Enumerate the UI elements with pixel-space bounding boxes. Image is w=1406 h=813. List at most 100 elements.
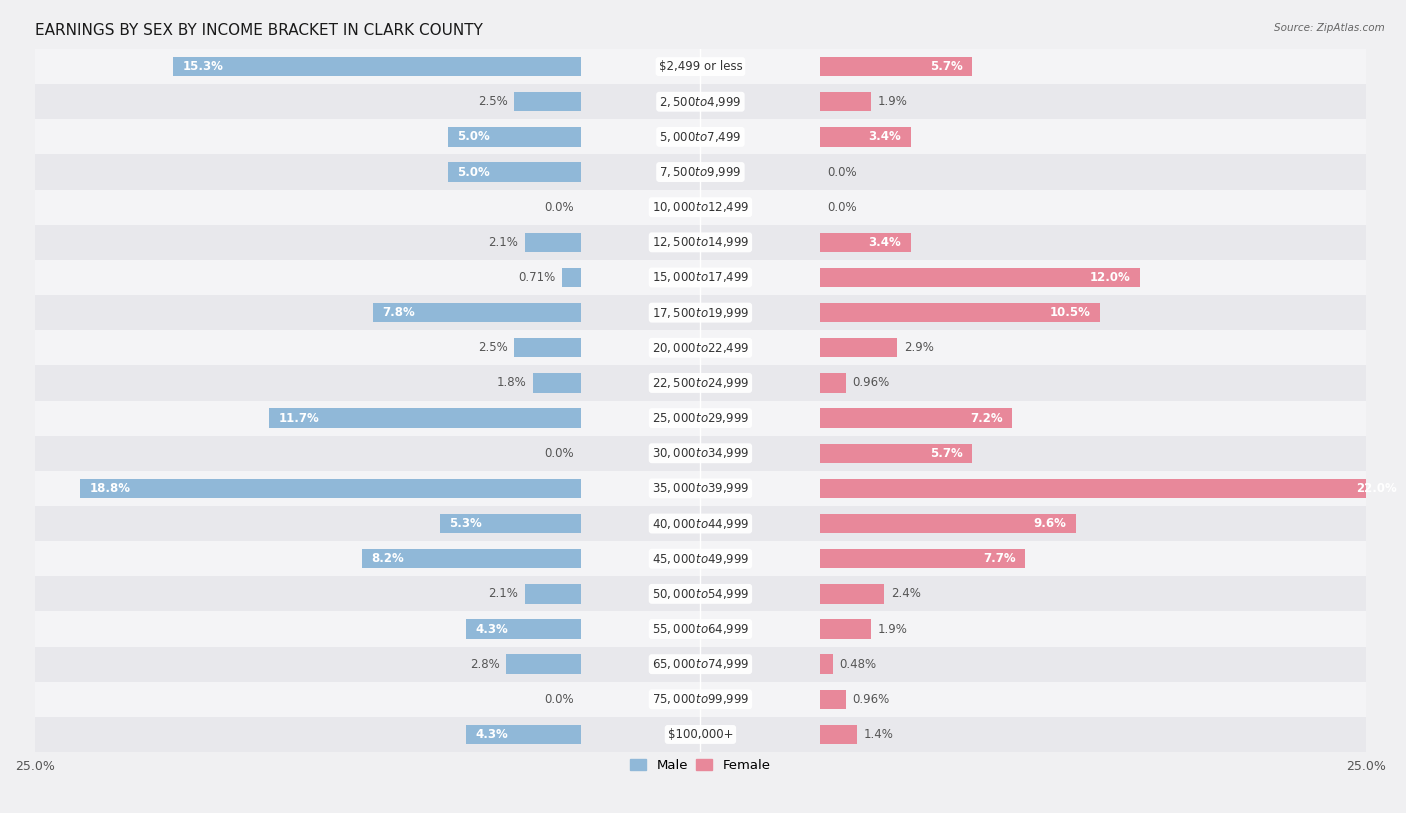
Text: 5.0%: 5.0% (457, 166, 489, 179)
Text: $25,000 to $29,999: $25,000 to $29,999 (652, 411, 749, 425)
Text: 7.2%: 7.2% (970, 411, 1002, 424)
Text: 0.0%: 0.0% (827, 201, 856, 214)
Text: 0.0%: 0.0% (827, 166, 856, 179)
Text: $17,500 to $19,999: $17,500 to $19,999 (652, 306, 749, 320)
Bar (467, 725, 581, 744)
Text: 1.8%: 1.8% (496, 376, 526, 389)
Text: 0.0%: 0.0% (544, 447, 574, 460)
Text: 10.5%: 10.5% (1049, 307, 1091, 320)
Text: 7.7%: 7.7% (983, 552, 1017, 565)
Text: 0.71%: 0.71% (517, 271, 555, 284)
Text: 1.9%: 1.9% (877, 95, 907, 108)
Bar (35, 189, 1367, 224)
Bar (440, 514, 581, 533)
Bar (35, 541, 1367, 576)
Text: $15,000 to $17,499: $15,000 to $17,499 (652, 271, 749, 285)
Bar (363, 549, 581, 568)
Text: 5.7%: 5.7% (929, 447, 963, 460)
Text: $10,000 to $12,499: $10,000 to $12,499 (652, 200, 749, 214)
Bar (447, 127, 581, 146)
Text: Source: ZipAtlas.com: Source: ZipAtlas.com (1274, 23, 1385, 33)
Bar (35, 401, 1367, 436)
Text: 12.0%: 12.0% (1090, 271, 1130, 284)
Text: $20,000 to $22,499: $20,000 to $22,499 (652, 341, 749, 354)
Bar (820, 725, 858, 744)
Text: 2.5%: 2.5% (478, 341, 508, 354)
Text: $40,000 to $44,999: $40,000 to $44,999 (652, 516, 749, 531)
Text: $65,000 to $74,999: $65,000 to $74,999 (652, 657, 749, 672)
Text: 2.4%: 2.4% (891, 587, 921, 600)
Text: 3.4%: 3.4% (869, 236, 901, 249)
Text: 2.1%: 2.1% (488, 236, 517, 249)
Bar (80, 479, 581, 498)
Text: 1.4%: 1.4% (865, 728, 894, 741)
Bar (35, 611, 1367, 646)
Bar (820, 233, 911, 252)
Text: $35,000 to $39,999: $35,000 to $39,999 (652, 481, 749, 495)
Bar (173, 57, 581, 76)
Text: 22.0%: 22.0% (1355, 482, 1396, 495)
Text: 8.2%: 8.2% (371, 552, 405, 565)
Bar (35, 471, 1367, 506)
Text: $100,000+: $100,000+ (668, 728, 733, 741)
Bar (35, 49, 1367, 85)
Bar (515, 338, 581, 358)
Bar (467, 620, 581, 639)
Bar (447, 163, 581, 182)
Text: 15.3%: 15.3% (183, 60, 224, 73)
Bar (820, 127, 911, 146)
Text: 0.96%: 0.96% (852, 693, 890, 706)
Text: 2.9%: 2.9% (904, 341, 934, 354)
Text: $7,500 to $9,999: $7,500 to $9,999 (659, 165, 742, 179)
Text: $5,000 to $7,499: $5,000 to $7,499 (659, 130, 742, 144)
Text: 5.3%: 5.3% (449, 517, 482, 530)
Bar (820, 689, 846, 709)
Bar (524, 233, 581, 252)
Bar (35, 717, 1367, 752)
Bar (820, 57, 972, 76)
Text: 4.3%: 4.3% (475, 728, 508, 741)
Bar (35, 85, 1367, 120)
Text: 18.8%: 18.8% (90, 482, 131, 495)
Text: 3.4%: 3.4% (869, 130, 901, 143)
Text: $12,500 to $14,999: $12,500 to $14,999 (652, 235, 749, 250)
Bar (35, 436, 1367, 471)
Bar (35, 330, 1367, 365)
Text: $45,000 to $49,999: $45,000 to $49,999 (652, 552, 749, 566)
Bar (820, 338, 897, 358)
Bar (533, 373, 581, 393)
Text: 2.5%: 2.5% (478, 95, 508, 108)
Text: $50,000 to $54,999: $50,000 to $54,999 (652, 587, 749, 601)
Text: 4.3%: 4.3% (475, 623, 508, 636)
Text: 0.48%: 0.48% (839, 658, 877, 671)
Bar (562, 267, 581, 287)
Text: 2.8%: 2.8% (470, 658, 499, 671)
Bar (820, 654, 832, 674)
Text: 7.8%: 7.8% (382, 307, 415, 320)
Bar (820, 303, 1099, 322)
Text: 2.1%: 2.1% (488, 587, 517, 600)
Bar (35, 260, 1367, 295)
Text: 0.96%: 0.96% (852, 376, 890, 389)
Bar (820, 92, 870, 111)
Bar (820, 549, 1025, 568)
Bar (373, 303, 581, 322)
Bar (35, 506, 1367, 541)
Text: 5.7%: 5.7% (929, 60, 963, 73)
Text: 11.7%: 11.7% (278, 411, 319, 424)
Bar (35, 154, 1367, 189)
Bar (820, 479, 1406, 498)
Bar (524, 585, 581, 603)
Bar (35, 120, 1367, 154)
Bar (35, 682, 1367, 717)
Text: 0.0%: 0.0% (544, 201, 574, 214)
Text: EARNINGS BY SEX BY INCOME BRACKET IN CLARK COUNTY: EARNINGS BY SEX BY INCOME BRACKET IN CLA… (35, 23, 482, 38)
Bar (35, 646, 1367, 682)
Bar (35, 576, 1367, 611)
Text: $30,000 to $34,999: $30,000 to $34,999 (652, 446, 749, 460)
Legend: Male, Female: Male, Female (626, 754, 776, 777)
Text: $75,000 to $99,999: $75,000 to $99,999 (652, 693, 749, 706)
Bar (506, 654, 581, 674)
Bar (35, 224, 1367, 260)
Bar (820, 620, 870, 639)
